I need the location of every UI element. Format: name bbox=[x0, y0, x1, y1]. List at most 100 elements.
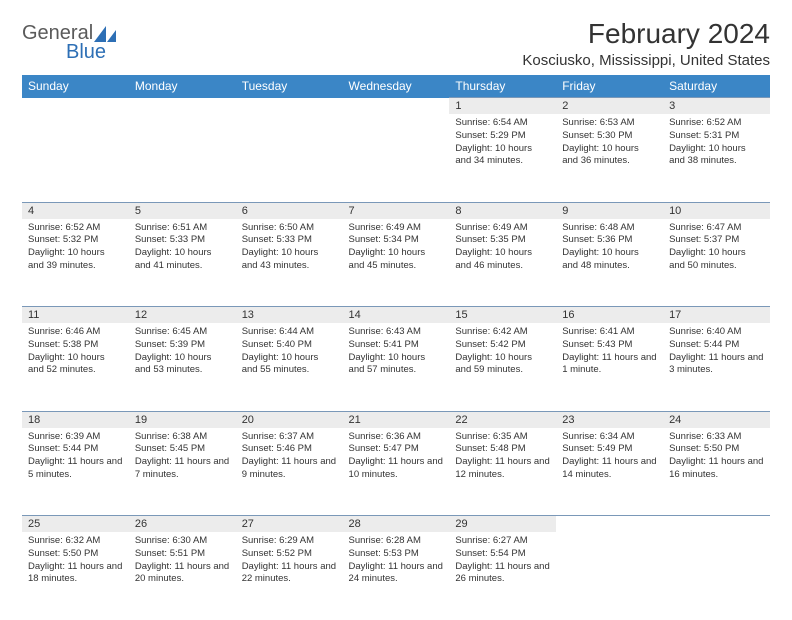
sunrise-text: Sunrise: 6:52 AM bbox=[28, 222, 123, 235]
daylight-text: Daylight: 11 hours and 12 minutes. bbox=[455, 456, 550, 482]
day-detail-cell: Sunrise: 6:52 AMSunset: 5:32 PMDaylight:… bbox=[22, 219, 129, 307]
sunrise-text: Sunrise: 6:30 AM bbox=[135, 535, 230, 548]
daylight-text: Daylight: 11 hours and 16 minutes. bbox=[669, 456, 764, 482]
day-number-cell: 2 bbox=[556, 98, 663, 115]
sunrise-text: Sunrise: 6:40 AM bbox=[669, 326, 764, 339]
day-detail-cell: Sunrise: 6:42 AMSunset: 5:42 PMDaylight:… bbox=[449, 323, 556, 411]
day-detail-cell: Sunrise: 6:39 AMSunset: 5:44 PMDaylight:… bbox=[22, 428, 129, 516]
daylight-text: Daylight: 10 hours and 48 minutes. bbox=[562, 247, 657, 273]
sunset-text: Sunset: 5:54 PM bbox=[455, 548, 550, 561]
day-detail-cell bbox=[556, 532, 663, 620]
daylight-text: Daylight: 10 hours and 38 minutes. bbox=[669, 143, 764, 169]
page-header: GeneralBlue February 2024 Kosciusko, Mis… bbox=[22, 18, 770, 69]
day-detail-cell: Sunrise: 6:50 AMSunset: 5:33 PMDaylight:… bbox=[236, 219, 343, 307]
sunset-text: Sunset: 5:37 PM bbox=[669, 234, 764, 247]
sunset-text: Sunset: 5:35 PM bbox=[455, 234, 550, 247]
daylight-text: Daylight: 11 hours and 24 minutes. bbox=[349, 561, 444, 587]
sunrise-text: Sunrise: 6:47 AM bbox=[669, 222, 764, 235]
day-number-cell: 6 bbox=[236, 202, 343, 219]
detail-row: Sunrise: 6:39 AMSunset: 5:44 PMDaylight:… bbox=[22, 428, 770, 516]
daylight-text: Daylight: 10 hours and 59 minutes. bbox=[455, 352, 550, 378]
day-detail-cell: Sunrise: 6:49 AMSunset: 5:34 PMDaylight:… bbox=[343, 219, 450, 307]
sunrise-text: Sunrise: 6:49 AM bbox=[349, 222, 444, 235]
daylight-text: Daylight: 10 hours and 34 minutes. bbox=[455, 143, 550, 169]
sunset-text: Sunset: 5:48 PM bbox=[455, 443, 550, 456]
sunset-text: Sunset: 5:44 PM bbox=[669, 339, 764, 352]
sunset-text: Sunset: 5:43 PM bbox=[562, 339, 657, 352]
day-detail-cell: Sunrise: 6:32 AMSunset: 5:50 PMDaylight:… bbox=[22, 532, 129, 620]
day-number-cell: 26 bbox=[129, 516, 236, 533]
daylight-text: Daylight: 10 hours and 45 minutes. bbox=[349, 247, 444, 273]
daynum-row: 2526272829 bbox=[22, 516, 770, 533]
logo-sail-icon bbox=[94, 26, 116, 42]
sunset-text: Sunset: 5:53 PM bbox=[349, 548, 444, 561]
day-header-row: SundayMondayTuesdayWednesdayThursdayFrid… bbox=[22, 75, 770, 98]
day-detail-cell bbox=[663, 532, 770, 620]
sunset-text: Sunset: 5:50 PM bbox=[28, 548, 123, 561]
day-number-cell: 4 bbox=[22, 202, 129, 219]
day-header: Wednesday bbox=[343, 75, 450, 98]
sunrise-text: Sunrise: 6:27 AM bbox=[455, 535, 550, 548]
day-number-cell: 1 bbox=[449, 98, 556, 115]
detail-row: Sunrise: 6:54 AMSunset: 5:29 PMDaylight:… bbox=[22, 114, 770, 202]
day-detail-cell: Sunrise: 6:41 AMSunset: 5:43 PMDaylight:… bbox=[556, 323, 663, 411]
day-number-cell: 10 bbox=[663, 202, 770, 219]
sunset-text: Sunset: 5:44 PM bbox=[28, 443, 123, 456]
day-detail-cell: Sunrise: 6:36 AMSunset: 5:47 PMDaylight:… bbox=[343, 428, 450, 516]
day-number-cell: 29 bbox=[449, 516, 556, 533]
sunrise-text: Sunrise: 6:49 AM bbox=[455, 222, 550, 235]
day-detail-cell bbox=[236, 114, 343, 202]
sunrise-text: Sunrise: 6:35 AM bbox=[455, 431, 550, 444]
day-number-cell: 13 bbox=[236, 307, 343, 324]
daylight-text: Daylight: 10 hours and 55 minutes. bbox=[242, 352, 337, 378]
day-number-cell: 21 bbox=[343, 411, 450, 428]
daylight-text: Daylight: 11 hours and 20 minutes. bbox=[135, 561, 230, 587]
day-detail-cell: Sunrise: 6:51 AMSunset: 5:33 PMDaylight:… bbox=[129, 219, 236, 307]
title-block: February 2024 Kosciusko, Mississippi, Un… bbox=[522, 18, 770, 69]
sunset-text: Sunset: 5:45 PM bbox=[135, 443, 230, 456]
day-number-cell: 18 bbox=[22, 411, 129, 428]
day-detail-cell bbox=[129, 114, 236, 202]
logo-text-blue: Blue bbox=[66, 41, 106, 64]
sunrise-text: Sunrise: 6:52 AM bbox=[669, 117, 764, 130]
sunrise-text: Sunrise: 6:32 AM bbox=[28, 535, 123, 548]
sunset-text: Sunset: 5:49 PM bbox=[562, 443, 657, 456]
day-header: Thursday bbox=[449, 75, 556, 98]
day-number-cell: 12 bbox=[129, 307, 236, 324]
sunset-text: Sunset: 5:46 PM bbox=[242, 443, 337, 456]
day-detail-cell: Sunrise: 6:33 AMSunset: 5:50 PMDaylight:… bbox=[663, 428, 770, 516]
detail-row: Sunrise: 6:46 AMSunset: 5:38 PMDaylight:… bbox=[22, 323, 770, 411]
day-detail-cell: Sunrise: 6:53 AMSunset: 5:30 PMDaylight:… bbox=[556, 114, 663, 202]
sunrise-text: Sunrise: 6:33 AM bbox=[669, 431, 764, 444]
daynum-row: 123 bbox=[22, 98, 770, 115]
sunrise-text: Sunrise: 6:48 AM bbox=[562, 222, 657, 235]
day-detail-cell bbox=[343, 114, 450, 202]
day-detail-cell: Sunrise: 6:45 AMSunset: 5:39 PMDaylight:… bbox=[129, 323, 236, 411]
day-detail-cell bbox=[22, 114, 129, 202]
daylight-text: Daylight: 11 hours and 5 minutes. bbox=[28, 456, 123, 482]
sunrise-text: Sunrise: 6:44 AM bbox=[242, 326, 337, 339]
sunrise-text: Sunrise: 6:42 AM bbox=[455, 326, 550, 339]
location-text: Kosciusko, Mississippi, United States bbox=[522, 52, 770, 69]
day-detail-cell: Sunrise: 6:46 AMSunset: 5:38 PMDaylight:… bbox=[22, 323, 129, 411]
day-number-cell bbox=[22, 98, 129, 115]
sunset-text: Sunset: 5:52 PM bbox=[242, 548, 337, 561]
calendar-table: SundayMondayTuesdayWednesdayThursdayFrid… bbox=[22, 75, 770, 620]
day-header: Sunday bbox=[22, 75, 129, 98]
day-number-cell: 14 bbox=[343, 307, 450, 324]
sunrise-text: Sunrise: 6:36 AM bbox=[349, 431, 444, 444]
sunset-text: Sunset: 5:29 PM bbox=[455, 130, 550, 143]
daylight-text: Daylight: 11 hours and 3 minutes. bbox=[669, 352, 764, 378]
sunset-text: Sunset: 5:32 PM bbox=[28, 234, 123, 247]
day-detail-cell: Sunrise: 6:38 AMSunset: 5:45 PMDaylight:… bbox=[129, 428, 236, 516]
day-detail-cell: Sunrise: 6:40 AMSunset: 5:44 PMDaylight:… bbox=[663, 323, 770, 411]
sunrise-text: Sunrise: 6:43 AM bbox=[349, 326, 444, 339]
day-detail-cell: Sunrise: 6:37 AMSunset: 5:46 PMDaylight:… bbox=[236, 428, 343, 516]
day-detail-cell: Sunrise: 6:49 AMSunset: 5:35 PMDaylight:… bbox=[449, 219, 556, 307]
daynum-row: 45678910 bbox=[22, 202, 770, 219]
daylight-text: Daylight: 11 hours and 26 minutes. bbox=[455, 561, 550, 587]
sunset-text: Sunset: 5:42 PM bbox=[455, 339, 550, 352]
day-number-cell: 19 bbox=[129, 411, 236, 428]
month-title: February 2024 bbox=[522, 18, 770, 50]
day-detail-cell: Sunrise: 6:35 AMSunset: 5:48 PMDaylight:… bbox=[449, 428, 556, 516]
